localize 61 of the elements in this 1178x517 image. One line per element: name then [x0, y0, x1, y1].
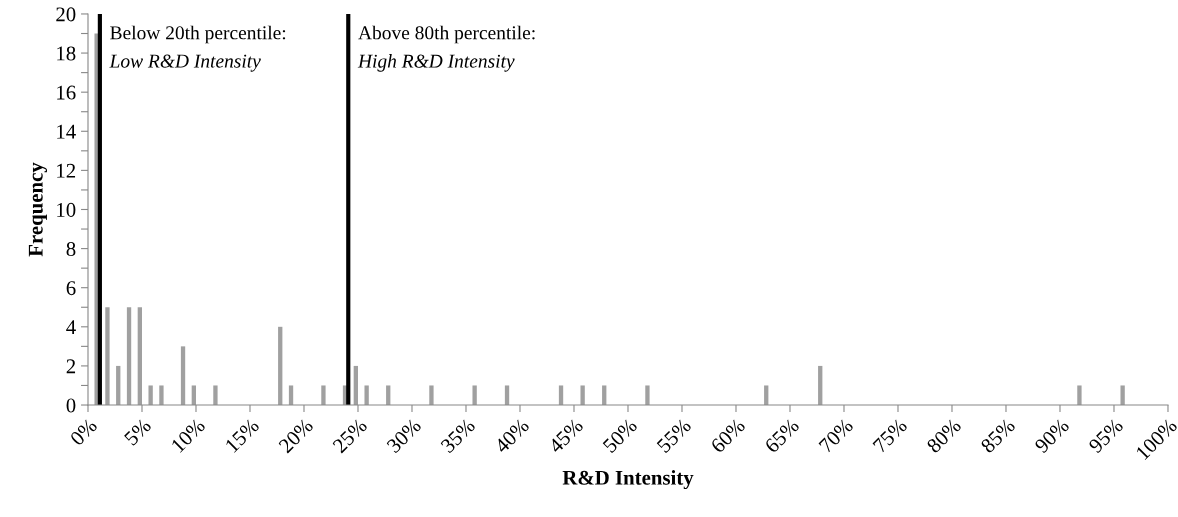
- x-tick-label: 55%: [656, 417, 692, 454]
- x-tick-label: 10%: [170, 417, 206, 453]
- bar: [504, 385, 510, 406]
- bar: [126, 307, 132, 406]
- bar: [105, 307, 110, 406]
- x-tick-label: 45%: [547, 417, 584, 454]
- x-tick-label: 65%: [764, 417, 800, 454]
- bar: [602, 385, 607, 406]
- y-tick-label: 2: [66, 359, 76, 374]
- x-tick-label: 70%: [818, 417, 854, 454]
- y-tick-label: 6: [66, 281, 76, 296]
- x-tick-label: 15%: [224, 417, 260, 453]
- y-tick-label: 10: [57, 202, 76, 217]
- x-tick-label: 40%: [493, 417, 530, 454]
- ref-line-label: Above 80th percentile: High R&D Intensity: [357, 25, 535, 72]
- bar: [213, 385, 218, 406]
- y-tick-label: 16: [57, 85, 76, 100]
- bar: [353, 365, 358, 406]
- x-tick-label: 95%: [1087, 417, 1124, 454]
- bar: [1077, 385, 1082, 406]
- y-tick-label: 18: [57, 46, 76, 61]
- y-tick-label: 20: [56, 7, 76, 22]
- x-tick-label: 0%: [69, 417, 98, 447]
- bar: [386, 385, 391, 406]
- x-tick-label: 85%: [979, 417, 1016, 454]
- bar: [116, 365, 121, 406]
- y-axis-title: Frequency: [28, 162, 48, 257]
- y-tick-label: 4: [66, 320, 76, 335]
- y-tick-label: 12: [57, 163, 76, 178]
- y-tick-label: 14: [57, 124, 76, 139]
- x-tick-label: 80%: [925, 417, 962, 454]
- x-tick-label: 20%: [278, 417, 314, 454]
- bar: [148, 385, 153, 406]
- x-tick-label: 90%: [1033, 417, 1070, 454]
- bar: [137, 307, 142, 406]
- x-tick-label: 30%: [386, 417, 422, 454]
- bar: [429, 385, 434, 406]
- bar: [288, 385, 294, 406]
- bar: [558, 385, 564, 406]
- bar: [1120, 385, 1125, 406]
- x-tick-label: 25%: [332, 417, 368, 454]
- x-tick-label: 50%: [602, 417, 638, 454]
- bar: [645, 385, 650, 406]
- bar: [191, 385, 196, 406]
- bar: [472, 385, 477, 406]
- x-tick-label: 75%: [872, 417, 908, 454]
- bar: [159, 385, 164, 406]
- x-tick-label: 5%: [123, 417, 152, 447]
- bar: [580, 385, 585, 406]
- bar: [764, 385, 769, 406]
- y-tick-label: 0: [66, 398, 76, 413]
- bar: [180, 346, 186, 406]
- bar: [278, 326, 283, 406]
- y-tick-label: 8: [66, 241, 76, 257]
- x-tick-label: 60%: [710, 417, 746, 454]
- bar: [321, 385, 326, 406]
- ref-line-label: Below 20th percentile: Low R&D Intensity: [109, 25, 286, 72]
- bar: [818, 365, 823, 406]
- bar: [364, 385, 369, 406]
- x-tick-label: 35%: [440, 417, 476, 454]
- x-axis-title: R&D Intensity: [562, 470, 694, 490]
